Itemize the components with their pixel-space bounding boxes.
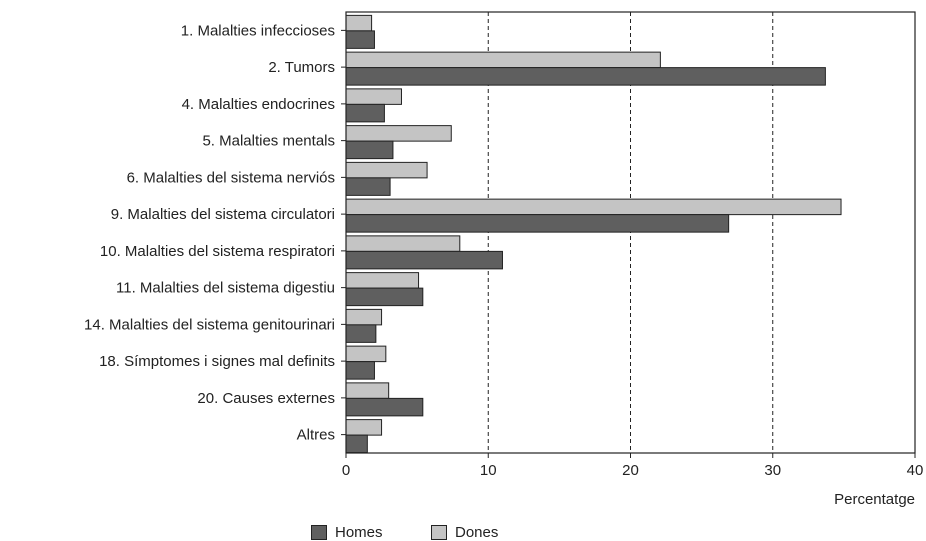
- bar-dones: [345, 88, 402, 105]
- legend-swatch-dones: [431, 524, 447, 540]
- bar-homes: [345, 397, 424, 417]
- category-label: Altres: [297, 427, 335, 444]
- legend-item-homes: Homes: [311, 523, 383, 541]
- bar-dones: [345, 308, 383, 326]
- bar-homes: [345, 361, 375, 380]
- bar-homes: [345, 103, 385, 123]
- bar-dones: [345, 419, 383, 436]
- x-axis-ticks: 0 10 20 30 40: [342, 453, 924, 479]
- legend-label-dones: Dones: [455, 523, 499, 541]
- bar-dones: [345, 345, 387, 363]
- x-tick-label: 40: [907, 462, 924, 479]
- bar-chart: 1. Malalties infeccioses 2. Tumors 4. Mala…: [84, 11, 924, 508]
- category-label: 4. Malalties endocrines: [182, 96, 335, 113]
- category-label: 1. Malalties infeccioses: [181, 22, 335, 39]
- bars: [345, 14, 842, 454]
- bar-dones: [345, 272, 420, 289]
- bar-dones: [345, 14, 373, 32]
- legend-label-homes: Homes: [335, 523, 383, 541]
- x-tick-label: 0: [342, 462, 350, 479]
- x-tick-label: 30: [764, 462, 781, 479]
- bar-homes: [345, 140, 394, 160]
- category-label: 11. Malalties del sistema digestiu: [116, 280, 335, 297]
- bar-homes: [345, 324, 377, 343]
- bar-dones: [345, 235, 461, 252]
- bar-homes: [345, 214, 730, 233]
- x-axis-title: Percentatge: [834, 491, 915, 508]
- x-tick-label: 10: [480, 462, 497, 479]
- x-tick-label: 20: [622, 462, 639, 479]
- bar-dones: [345, 51, 661, 69]
- bar-dones: [345, 161, 428, 179]
- bar-homes: [345, 177, 391, 196]
- legend-swatch-homes: [311, 524, 327, 540]
- category-label: 14. Malalties del sistema genitourinari: [84, 316, 335, 333]
- category-label: 20. Causes externes: [197, 390, 335, 407]
- category-labels: 1. Malalties infeccioses 2. Tumors 4. Mala…: [84, 22, 346, 444]
- category-label: 6. Malalties del sistema nerviós: [127, 169, 335, 186]
- bar-homes: [345, 434, 368, 454]
- legend-item-dones: Dones: [431, 523, 498, 541]
- bar-dones: [345, 382, 390, 399]
- category-label: 18. Símptomes i signes mal definits: [99, 353, 335, 370]
- category-label: 10. Malalties del sistema respiratori: [100, 243, 335, 260]
- category-label: 5. Malalties mentals: [202, 133, 335, 150]
- bar-dones: [345, 198, 842, 216]
- bar-homes: [345, 30, 375, 49]
- bar-homes: [345, 67, 826, 86]
- category-label: 2. Tumors: [268, 59, 335, 76]
- category-label: 9. Malalties del sistema circulatori: [111, 206, 335, 223]
- bar-homes: [345, 250, 503, 270]
- bar-homes: [345, 287, 424, 307]
- bar-dones: [345, 125, 452, 142]
